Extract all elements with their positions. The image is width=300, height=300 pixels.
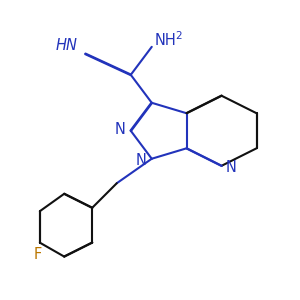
Text: N: N [136, 153, 147, 168]
Text: N: N [226, 160, 237, 175]
Text: 2: 2 [176, 31, 182, 41]
Text: HN: HN [56, 38, 78, 52]
Text: N: N [114, 122, 125, 136]
Text: F: F [34, 248, 42, 262]
Text: NH: NH [154, 33, 176, 48]
